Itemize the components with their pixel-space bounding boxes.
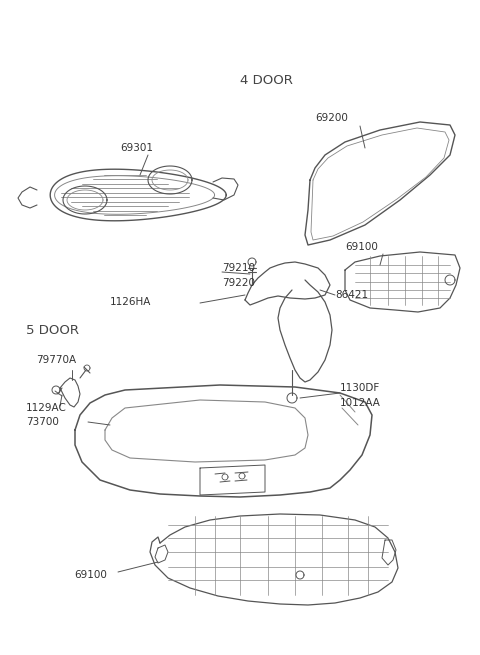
Text: 1126HA: 1126HA xyxy=(110,297,151,307)
Text: 79220: 79220 xyxy=(222,278,255,288)
Text: 69100: 69100 xyxy=(74,570,107,580)
Text: 1012AA: 1012AA xyxy=(340,398,381,408)
Text: 69200: 69200 xyxy=(315,113,348,123)
Text: 86421: 86421 xyxy=(335,290,368,300)
Text: 79210: 79210 xyxy=(222,263,255,273)
Text: 1130DF: 1130DF xyxy=(340,383,380,393)
Text: 73700: 73700 xyxy=(26,417,59,427)
Text: 79770A: 79770A xyxy=(36,355,76,365)
Text: 1129AC: 1129AC xyxy=(26,403,67,413)
Text: 69301: 69301 xyxy=(120,143,153,153)
Text: 4 DOOR: 4 DOOR xyxy=(240,73,293,86)
Text: 5 DOOR: 5 DOOR xyxy=(26,324,79,337)
Text: 69100: 69100 xyxy=(345,242,378,252)
